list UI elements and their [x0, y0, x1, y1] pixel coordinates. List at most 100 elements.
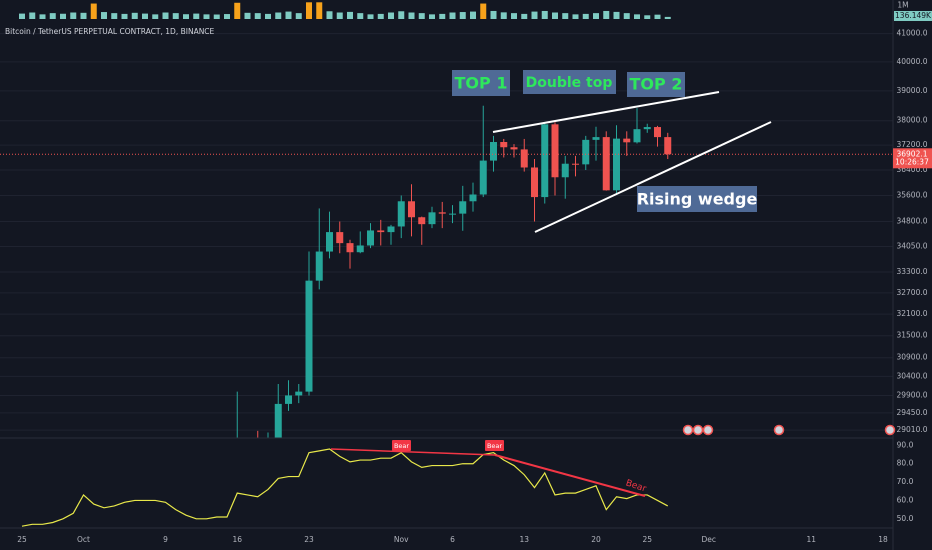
event-icon — [884, 424, 896, 436]
annotation: TOP 1 — [455, 74, 508, 93]
annotation: Rising wedge — [637, 190, 758, 209]
candle-body — [274, 403, 282, 438]
candle-body — [520, 149, 528, 168]
x-tick-label: Nov — [394, 535, 409, 544]
last-price-label: 36902.1 — [896, 149, 927, 158]
volume-bar — [490, 10, 497, 19]
y-tick-label: 29450.0 — [896, 408, 927, 417]
volume-bar — [39, 14, 46, 19]
y-tick-label: 29900.0 — [896, 390, 927, 399]
volume-bar — [593, 13, 599, 19]
volume-bar — [265, 13, 271, 19]
volume-bar — [500, 12, 507, 19]
annotation: TOP 2 — [630, 75, 683, 94]
volume-bar — [336, 12, 343, 19]
volume-bar — [603, 10, 610, 19]
y-tick-label: 38000.0 — [896, 116, 927, 125]
candle-body — [602, 137, 610, 191]
candle-body — [244, 450, 251, 454]
label-box — [452, 70, 510, 96]
event-icons — [682, 424, 896, 436]
volume-bar — [254, 13, 261, 19]
candle-body — [633, 129, 641, 143]
y-tick-label: 39000.0 — [896, 86, 927, 95]
candle-body — [428, 212, 436, 225]
volume-bar — [531, 11, 538, 19]
candle-body — [541, 124, 549, 198]
candle-body — [531, 167, 538, 198]
volume-bar — [19, 13, 25, 19]
candle-body — [654, 127, 661, 138]
x-tick-label: 6 — [450, 535, 455, 544]
volume-bar — [295, 13, 302, 19]
candle-body — [397, 201, 405, 227]
candle-body — [459, 201, 467, 214]
volume-bar — [326, 11, 333, 19]
bear-tag — [485, 440, 504, 451]
volume-bar — [347, 11, 353, 19]
volume-bar — [49, 13, 56, 19]
wedge-upper — [492, 91, 720, 133]
rsi-tick-label: 90.0 — [897, 440, 914, 449]
candle-body — [623, 138, 631, 143]
y-tick-label: 34050.0 — [896, 241, 927, 250]
bear-tag — [392, 440, 411, 451]
annotation: Double top — [526, 75, 613, 91]
y-tick-label: 36400.0 — [896, 165, 927, 174]
candle-body — [500, 142, 508, 148]
countdown: 10:26:37 — [895, 157, 929, 166]
event-icon — [682, 424, 694, 436]
volume-bar — [162, 12, 169, 19]
candle-body — [469, 194, 477, 202]
divergence-line — [330, 448, 496, 456]
volume-bar — [121, 13, 128, 19]
x-tick-label: 13 — [519, 535, 529, 544]
y-tick-label: 32100.0 — [896, 309, 927, 318]
volume-bar — [511, 13, 517, 19]
volume-bar — [244, 12, 251, 19]
event-icon — [692, 424, 704, 436]
volume-bar — [172, 13, 179, 19]
y-tick-label: 31500.0 — [896, 331, 927, 340]
y-tick-label: 29010.0 — [896, 425, 927, 434]
candle-body — [418, 217, 426, 225]
volume-bar — [213, 14, 220, 19]
x-tick-label: 23 — [304, 535, 314, 544]
last-price-box — [893, 148, 932, 169]
rsi-tick-label: 80.0 — [897, 459, 914, 468]
candle-body — [449, 213, 456, 215]
x-tick-label: 25 — [642, 535, 652, 544]
volume-bar — [60, 13, 66, 19]
event-icon — [773, 424, 785, 436]
candle-body — [315, 251, 323, 281]
volume-bar — [377, 13, 384, 19]
candle-body — [408, 201, 415, 218]
volume-last-box — [894, 11, 932, 21]
y-tick-label: 34800.0 — [896, 217, 927, 226]
candle-body — [254, 454, 261, 458]
x-tick-label: 11 — [806, 535, 816, 544]
volume-bar — [367, 14, 374, 19]
volume-last-label: 136.149K — [895, 11, 932, 20]
volume-bar — [429, 14, 435, 19]
x-tick-label: 9 — [163, 535, 168, 544]
y-tick-label: 41000.0 — [896, 29, 927, 38]
volume-bar — [634, 14, 640, 19]
rsi-tick-label: 60.0 — [897, 495, 914, 504]
volume-bar — [541, 10, 548, 19]
volume-bar — [623, 13, 630, 19]
rsi-pane — [21, 448, 669, 527]
rsi-tick-label: 70.0 — [897, 477, 914, 486]
candle-body — [285, 395, 292, 404]
event-icon — [702, 424, 714, 436]
x-tick-label: 20 — [591, 535, 601, 544]
volume-bar — [582, 13, 589, 19]
volume-bar — [562, 13, 569, 19]
volume-bar — [111, 13, 118, 19]
volume-bar — [357, 13, 364, 19]
volume-bar — [234, 2, 241, 19]
y-tick-label: 30900.0 — [896, 353, 927, 362]
label-box — [637, 186, 757, 212]
chart-title: Bitcoin / TetherUS PERPETUAL CONTRACT, 1… — [5, 27, 215, 36]
candle-body — [387, 226, 395, 233]
